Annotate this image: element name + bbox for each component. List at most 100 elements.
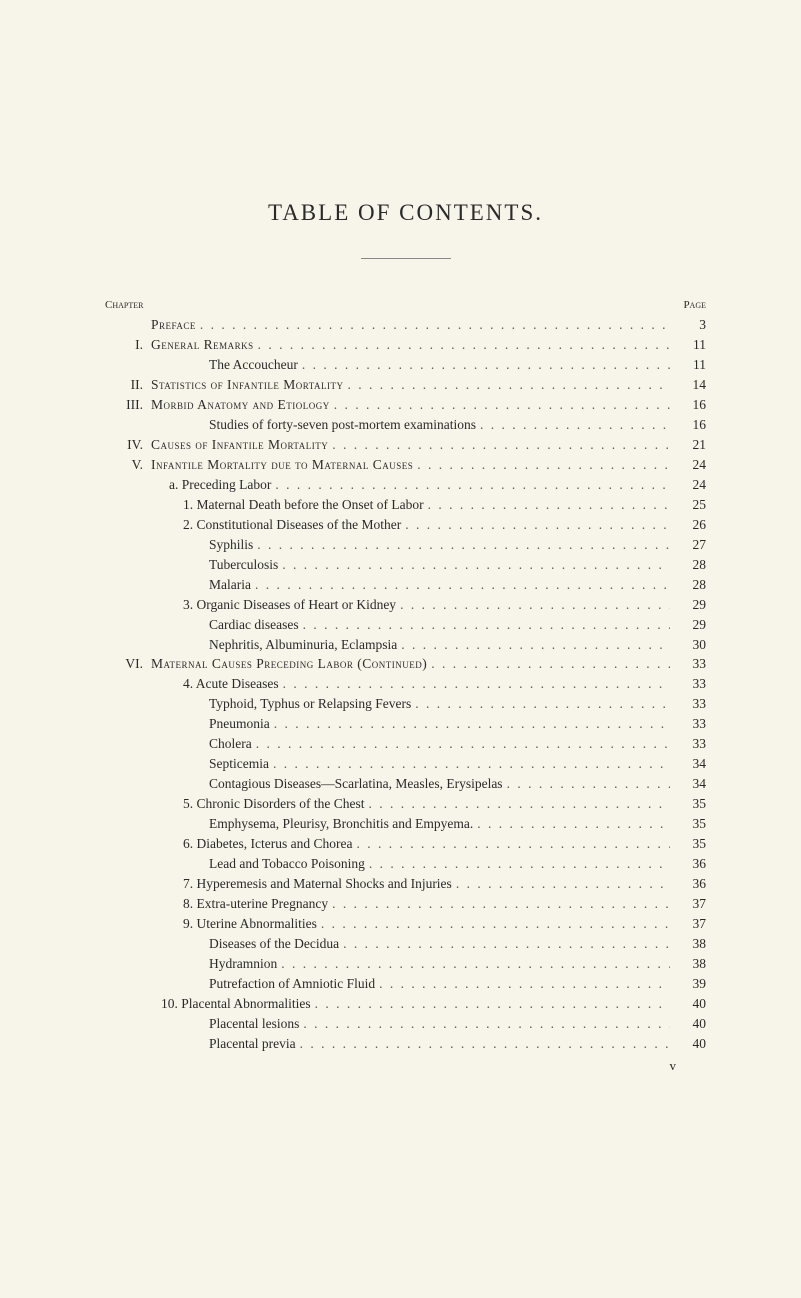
page-number: 35 xyxy=(670,814,706,834)
entry-text-cell: 1. Maternal Death before the Onset of La… xyxy=(151,495,670,515)
dot-leader-icon: . . . . . . . . . . . . . . . . . . . . … xyxy=(397,635,670,655)
page-number: 26 xyxy=(670,515,706,535)
entry-text-cell: Septicemia . . . . . . . . . . . . . . .… xyxy=(151,754,670,774)
entry-title: Preface xyxy=(151,315,196,335)
entry-title: Contagious Diseases—Scarlatina, Measles,… xyxy=(209,774,503,794)
entry-text-cell: Pneumonia . . . . . . . . . . . . . . . … xyxy=(151,714,670,734)
toc-entry: Syphilis . . . . . . . . . . . . . . . .… xyxy=(105,535,706,555)
toc-header-row: Chapter Page xyxy=(105,299,706,311)
toc-entry: 3. Organic Diseases of Heart or Kidney .… xyxy=(105,595,706,615)
dot-leader-icon: . . . . . . . . . . . . . . . . . . . . … xyxy=(311,994,670,1014)
entry-text-cell: Placental lesions . . . . . . . . . . . … xyxy=(151,1014,670,1034)
page-number: 24 xyxy=(670,475,706,495)
entry-text-cell: 5. Chronic Disorders of the Chest . . . … xyxy=(151,794,670,814)
entry-text-cell: The Accoucheur . . . . . . . . . . . . .… xyxy=(151,355,670,375)
entry-title: Diseases of the Decidua xyxy=(209,934,339,954)
toc-entry: 9. Uterine Abnormalities . . . . . . . .… xyxy=(105,914,706,934)
entry-text-cell: Lead and Tobacco Poisoning . . . . . . .… xyxy=(151,854,670,874)
toc-entry: Septicemia . . . . . . . . . . . . . . .… xyxy=(105,754,706,774)
dot-leader-icon: . . . . . . . . . . . . . . . . . . . . … xyxy=(411,694,670,714)
entry-title: Studies of forty-seven post-mortem exami… xyxy=(209,415,476,435)
entry-text-cell: Placental previa . . . . . . . . . . . .… xyxy=(151,1034,670,1054)
page-number: 35 xyxy=(670,834,706,854)
entry-title: 1. Maternal Death before the Onset of La… xyxy=(183,495,424,515)
toc-entry: 2. Constitutional Diseases of the Mother… xyxy=(105,515,706,535)
dot-leader-icon: . . . . . . . . . . . . . . . . . . . . … xyxy=(413,455,670,475)
page-number: 25 xyxy=(670,495,706,515)
toc-entry: 5. Chronic Disorders of the Chest . . . … xyxy=(105,794,706,814)
entry-text-cell: Preface . . . . . . . . . . . . . . . . … xyxy=(151,315,670,335)
entry-title: Morbid Anatomy and Etiology xyxy=(151,395,330,415)
entry-text-cell: Infantile Mortality due to Maternal Caus… xyxy=(151,455,670,475)
page-number: 39 xyxy=(670,974,706,994)
toc-entry: 7. Hyperemesis and Maternal Shocks and I… xyxy=(105,874,706,894)
toc-entry: The Accoucheur . . . . . . . . . . . . .… xyxy=(105,355,706,375)
dot-leader-icon: . . . . . . . . . . . . . . . . . . . . … xyxy=(328,894,670,914)
dot-leader-icon: . . . . . . . . . . . . . . . . . . . . … xyxy=(339,934,670,954)
entry-text-cell: 3. Organic Diseases of Heart or Kidney .… xyxy=(151,595,670,615)
page-number: 36 xyxy=(670,854,706,874)
entry-text-cell: 10. Placental Abnormalities . . . . . . … xyxy=(151,994,670,1014)
page-number: 21 xyxy=(670,435,706,455)
dot-leader-icon: . . . . . . . . . . . . . . . . . . . . … xyxy=(279,674,670,694)
entry-title: 2. Constitutional Diseases of the Mother xyxy=(183,515,401,535)
page-title: TABLE OF CONTENTS. xyxy=(105,200,706,226)
entry-text-cell: Studies of forty-seven post-mortem exami… xyxy=(151,415,670,435)
toc-entry: Emphysema, Pleurisy, Bronchitis and Empy… xyxy=(105,814,706,834)
page-number: 16 xyxy=(670,415,706,435)
page-number: 33 xyxy=(670,734,706,754)
toc-entry: Studies of forty-seven post-mortem exami… xyxy=(105,415,706,435)
dot-leader-icon: . . . . . . . . . . . . . . . . . . . . … xyxy=(401,515,670,535)
toc-entry: 1. Maternal Death before the Onset of La… xyxy=(105,495,706,515)
page-number: 28 xyxy=(670,575,706,595)
page-number: 40 xyxy=(670,994,706,1014)
entry-text-cell: 8. Extra-uterine Pregnancy . . . . . . .… xyxy=(151,894,670,914)
dot-leader-icon: . . . . . . . . . . . . . . . . . . . . … xyxy=(352,834,670,854)
dot-leader-icon: . . . . . . . . . . . . . . . . . . . . … xyxy=(254,335,670,355)
page-number: 3 xyxy=(670,315,706,335)
entry-title: General Remarks xyxy=(151,335,254,355)
entry-text-cell: 6. Diabetes, Icterus and Chorea . . . . … xyxy=(151,834,670,854)
chapter-number: V. xyxy=(105,455,151,475)
dot-leader-icon: . . . . . . . . . . . . . . . . . . . . … xyxy=(375,974,670,994)
entry-text-cell: Tuberculosis . . . . . . . . . . . . . .… xyxy=(151,555,670,575)
toc-entry: Cholera . . . . . . . . . . . . . . . . … xyxy=(105,734,706,754)
dot-leader-icon: . . . . . . . . . . . . . . . . . . . . … xyxy=(473,814,670,834)
entry-title: Maternal Causes Preceding Labor (Continu… xyxy=(151,654,427,674)
toc-entry: Putrefaction of Amniotic Fluid . . . . .… xyxy=(105,974,706,994)
entry-title: Infantile Mortality due to Maternal Caus… xyxy=(151,455,413,475)
toc-entry: Contagious Diseases—Scarlatina, Measles,… xyxy=(105,774,706,794)
entry-title: Hydramnion xyxy=(209,954,277,974)
entry-title: Malaria xyxy=(209,575,251,595)
toc-entry: 4. Acute Diseases . . . . . . . . . . . … xyxy=(105,674,706,694)
page-number: 33 xyxy=(670,714,706,734)
dot-leader-icon: . . . . . . . . . . . . . . . . . . . . … xyxy=(196,315,670,335)
page-number: 11 xyxy=(670,355,706,375)
dot-leader-icon: . . . . . . . . . . . . . . . . . . . . … xyxy=(424,495,670,515)
dot-leader-icon: . . . . . . . . . . . . . . . . . . . . … xyxy=(299,615,670,635)
entry-text-cell: 2. Constitutional Diseases of the Mother… xyxy=(151,515,670,535)
page-number: 33 xyxy=(670,674,706,694)
entry-title: 4. Acute Diseases xyxy=(183,674,279,694)
entry-text-cell: Diseases of the Decidua . . . . . . . . … xyxy=(151,934,670,954)
toc-entry: 10. Placental Abnormalities . . . . . . … xyxy=(105,994,706,1014)
toc-entry: Placental previa . . . . . . . . . . . .… xyxy=(105,1034,706,1054)
entry-title: Lead and Tobacco Poisoning xyxy=(209,854,365,874)
toc-entry: Cardiac diseases . . . . . . . . . . . .… xyxy=(105,615,706,635)
toc-entry: V.Infantile Mortality due to Maternal Ca… xyxy=(105,455,706,475)
dot-leader-icon: . . . . . . . . . . . . . . . . . . . . … xyxy=(476,415,670,435)
entry-text-cell: 4. Acute Diseases . . . . . . . . . . . … xyxy=(151,674,670,694)
entry-title: Tuberculosis xyxy=(209,555,278,575)
toc-entry: I.General Remarks . . . . . . . . . . . … xyxy=(105,335,706,355)
entry-title: Cholera xyxy=(209,734,252,754)
page-number: 16 xyxy=(670,395,706,415)
entry-title: Nephritis, Albuminuria, Eclampsia xyxy=(209,635,397,655)
page-number: 34 xyxy=(670,754,706,774)
page-number: 29 xyxy=(670,595,706,615)
dot-leader-icon: . . . . . . . . . . . . . . . . . . . . … xyxy=(277,954,670,974)
entry-text-cell: Cardiac diseases . . . . . . . . . . . .… xyxy=(151,615,670,635)
entry-title: Emphysema, Pleurisy, Bronchitis and Empy… xyxy=(209,814,473,834)
page-number: 40 xyxy=(670,1034,706,1054)
entry-title: 7. Hyperemesis and Maternal Shocks and I… xyxy=(183,874,452,894)
header-chapter-label: Chapter xyxy=(105,299,143,311)
